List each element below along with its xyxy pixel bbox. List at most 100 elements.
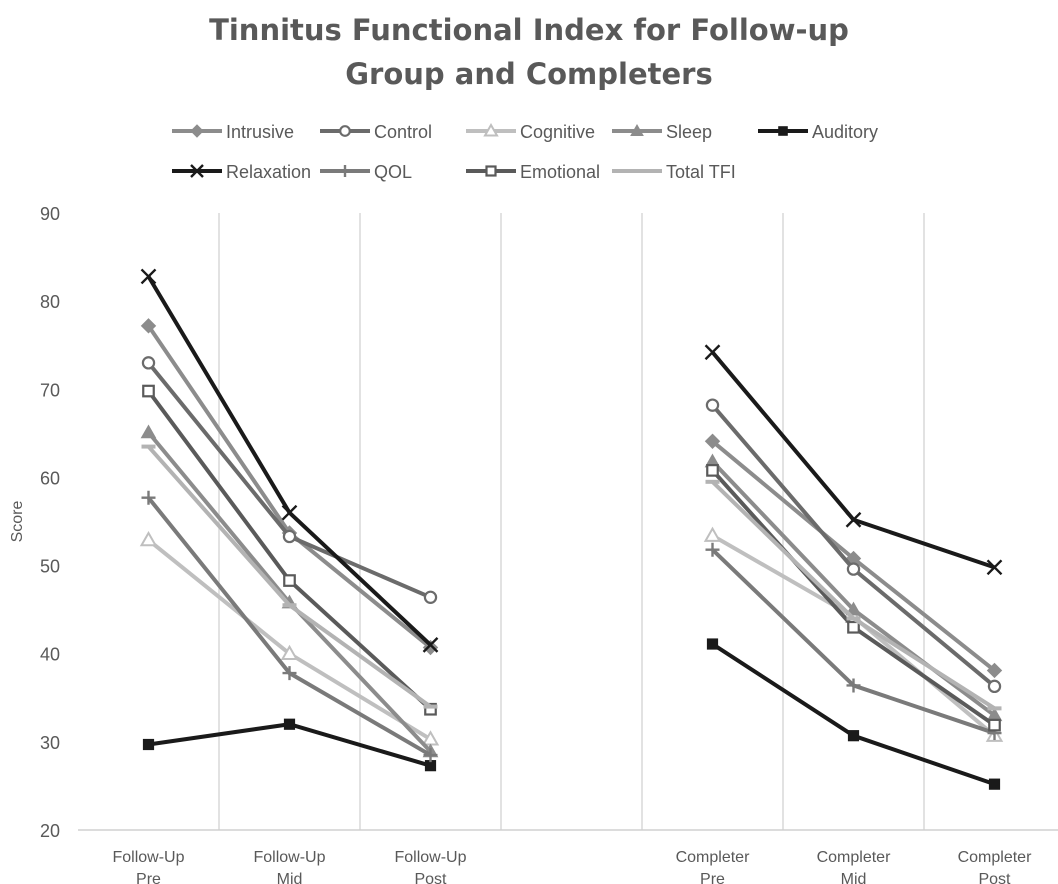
data-point: [339, 165, 351, 177]
series-cognitive: [139, 526, 1004, 746]
data-point: [987, 679, 1002, 694]
data-point: [140, 268, 157, 285]
data-point: [485, 165, 497, 177]
data-point: [142, 738, 155, 751]
legend-label: Sleep: [666, 122, 712, 142]
data-point: [280, 644, 299, 660]
data-point: [281, 504, 298, 521]
data-point: [845, 601, 862, 616]
legend-item-cognitive[interactable]: Cognitive: [466, 122, 595, 142]
x-tick-label: Post: [414, 871, 447, 884]
category-gridlines: [218, 213, 925, 830]
y-axis-title: Score: [9, 501, 26, 543]
data-point: [988, 718, 1001, 732]
x-tick-label: Completer: [676, 849, 750, 866]
data-point: [190, 124, 204, 138]
legend-label: Auditory: [812, 122, 878, 142]
y-tick-label: 60: [40, 468, 60, 488]
legend-item-sleep[interactable]: Sleep: [612, 122, 712, 142]
series-qol: [141, 490, 1002, 763]
data-point: [423, 748, 438, 763]
legend-item-total-tfi[interactable]: Total TFI: [612, 162, 736, 182]
x-tick-label: Mid: [277, 871, 303, 884]
data-point: [988, 778, 1001, 790]
data-point: [141, 490, 156, 505]
data-point: [846, 562, 861, 576]
x-tick-label: Post: [978, 871, 1011, 884]
y-tick-label: 80: [40, 292, 60, 312]
series-auditory: [142, 638, 1001, 790]
series-emotional: [142, 384, 1001, 732]
data-point: [140, 424, 157, 439]
legend-item-intrusive[interactable]: Intrusive: [172, 122, 294, 142]
legend: Intrusive Control Cognitive Sleep Auditory Re…: [172, 122, 878, 182]
y-tick-label: 40: [40, 645, 60, 665]
data-point: [846, 678, 861, 693]
series-line: [711, 548, 996, 735]
data-point: [778, 126, 788, 136]
series-relaxation: [140, 268, 1003, 653]
legend-item-qol[interactable]: QOL: [320, 162, 412, 182]
legend-item-emotional[interactable]: Emotional: [466, 162, 600, 182]
legend-item-auditory[interactable]: Auditory: [758, 122, 878, 142]
x-tick-label: Mid: [841, 871, 867, 884]
data-point: [630, 123, 644, 136]
data-point: [847, 730, 860, 742]
data-point: [705, 398, 720, 412]
data-point: [986, 559, 1003, 576]
data-point: [704, 433, 721, 449]
data-point: [706, 464, 719, 477]
y-tick-label: 50: [40, 557, 60, 577]
legend-item-control[interactable]: Control: [320, 122, 432, 142]
data-point: [190, 164, 204, 178]
series-line: [146, 361, 432, 600]
x-tick-label: Follow-Up: [394, 849, 466, 866]
data-point: [283, 574, 296, 587]
x-tick-label: Follow-Up: [112, 849, 184, 866]
legend-label: Total TFI: [666, 162, 736, 182]
data-point: [139, 530, 158, 547]
data-point: [986, 662, 1003, 679]
y-tick-label: 30: [40, 733, 60, 753]
data-point: [422, 637, 439, 653]
legend-label: QOL: [374, 162, 412, 182]
legend-label: Control: [374, 122, 432, 142]
data-point: [283, 718, 296, 730]
y-tick-labels: 20 30 40 50 60 70 80 90: [40, 204, 60, 841]
data-point: [703, 526, 722, 542]
legend-label: Emotional: [520, 162, 600, 182]
legend-label: Cognitive: [520, 122, 595, 142]
y-tick-label: 70: [40, 380, 60, 400]
data-point: [705, 542, 720, 557]
x-tick-label: Follow-Up: [253, 849, 325, 866]
axes: Score: [9, 501, 1058, 831]
data-point: [423, 590, 438, 605]
series-control: [141, 356, 1002, 694]
data-point: [424, 702, 437, 716]
series-line: [146, 431, 432, 753]
series-line: [710, 350, 996, 570]
data-point: [847, 620, 860, 634]
y-tick-label: 20: [40, 821, 60, 841]
data-point: [142, 384, 155, 398]
data-point: [140, 318, 157, 334]
x-tick-label: Pre: [700, 871, 725, 884]
x-tick-label: Completer: [958, 849, 1032, 866]
data-point: [282, 666, 297, 681]
data-point: [141, 356, 156, 370]
data-point: [704, 344, 721, 361]
chart-title: Tinnitus Functional Index for Follow-up …: [0, 8, 1058, 96]
legend-label: Relaxation: [226, 162, 311, 182]
data-point: [845, 511, 862, 528]
x-tick-label: Completer: [817, 849, 891, 866]
series-line: [146, 275, 432, 647]
chart-title-line-1: Tinnitus Functional Index for Follow-up: [209, 13, 849, 47]
x-tick-labels: Follow-Up Pre Follow-Up Mid Follow-Up Post Com…: [112, 849, 1032, 884]
y-tick-label: 90: [40, 204, 60, 224]
data-point: [424, 760, 437, 772]
legend-item-relaxation[interactable]: Relaxation: [172, 162, 311, 182]
series-line: [710, 403, 996, 688]
series: [139, 268, 1004, 790]
data-point: [706, 638, 719, 650]
